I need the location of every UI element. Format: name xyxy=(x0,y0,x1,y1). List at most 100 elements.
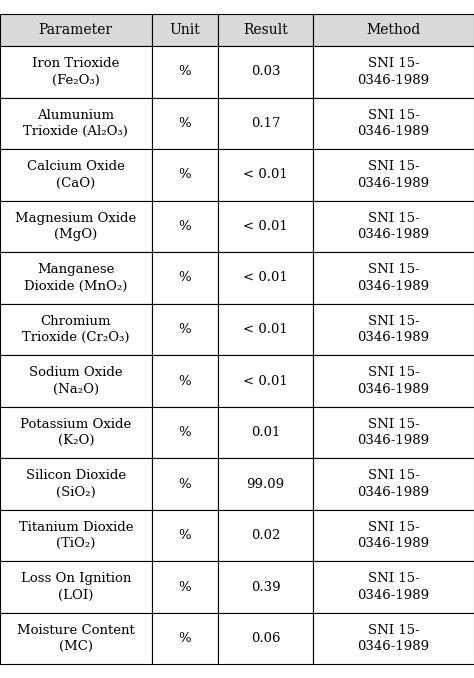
Bar xyxy=(218,252,313,304)
Text: 0.06: 0.06 xyxy=(251,632,280,645)
Bar xyxy=(0,98,152,149)
Text: Chromium
Trioxide (Cr₂O₃): Chromium Trioxide (Cr₂O₃) xyxy=(22,315,129,344)
Bar xyxy=(0,355,152,407)
Bar xyxy=(313,304,474,355)
Bar xyxy=(218,458,313,510)
Text: SNI 15-
0346-1989: SNI 15- 0346-1989 xyxy=(357,366,429,396)
Text: Loss On Ignition
(LOI): Loss On Ignition (LOI) xyxy=(21,572,131,602)
Bar xyxy=(0,613,152,664)
Text: %: % xyxy=(179,477,191,491)
Bar xyxy=(0,407,152,458)
Text: SNI 15-
0346-1989: SNI 15- 0346-1989 xyxy=(357,108,429,138)
Text: SNI 15-
0346-1989: SNI 15- 0346-1989 xyxy=(357,418,429,447)
Text: SNI 15-
0346-1989: SNI 15- 0346-1989 xyxy=(357,263,429,293)
Text: Titanium Dioxide
(TiO₂): Titanium Dioxide (TiO₂) xyxy=(18,521,133,551)
Bar xyxy=(313,149,474,201)
Bar xyxy=(152,458,218,510)
Bar xyxy=(313,458,474,510)
Text: < 0.01: < 0.01 xyxy=(243,323,288,336)
Bar xyxy=(152,407,218,458)
Text: SNI 15-
0346-1989: SNI 15- 0346-1989 xyxy=(357,469,429,499)
Text: SNI 15-
0346-1989: SNI 15- 0346-1989 xyxy=(357,572,429,602)
Text: %: % xyxy=(179,220,191,233)
Bar xyxy=(313,510,474,561)
Text: < 0.01: < 0.01 xyxy=(243,271,288,285)
Bar xyxy=(152,252,218,304)
Text: < 0.01: < 0.01 xyxy=(243,374,288,388)
Text: 0.03: 0.03 xyxy=(251,65,280,79)
Bar xyxy=(218,201,313,252)
Bar xyxy=(0,304,152,355)
Text: Moisture Content
(MC): Moisture Content (MC) xyxy=(17,624,135,654)
Bar xyxy=(313,407,474,458)
Bar xyxy=(313,613,474,664)
Bar xyxy=(0,458,152,510)
Bar xyxy=(218,46,313,98)
Bar xyxy=(218,149,313,201)
Text: SNI 15-
0346-1989: SNI 15- 0346-1989 xyxy=(357,160,429,190)
Bar xyxy=(152,561,218,613)
Bar xyxy=(152,613,218,664)
Text: %: % xyxy=(179,374,191,388)
Bar xyxy=(313,201,474,252)
Bar xyxy=(0,46,152,98)
Bar xyxy=(0,201,152,252)
Bar xyxy=(313,14,474,46)
Text: Iron Trioxide
(Fe₂O₃): Iron Trioxide (Fe₂O₃) xyxy=(32,57,119,87)
Text: Sodium Oxide
(Na₂O): Sodium Oxide (Na₂O) xyxy=(29,366,123,396)
Bar xyxy=(218,14,313,46)
Text: 0.39: 0.39 xyxy=(251,580,280,594)
Bar xyxy=(152,149,218,201)
Text: Method: Method xyxy=(366,23,420,37)
Text: %: % xyxy=(179,117,191,130)
Bar xyxy=(218,98,313,149)
Bar xyxy=(152,46,218,98)
Bar xyxy=(313,355,474,407)
Text: Result: Result xyxy=(243,23,288,37)
Bar xyxy=(152,355,218,407)
Bar xyxy=(0,14,152,46)
Bar xyxy=(152,14,218,46)
Text: 0.17: 0.17 xyxy=(251,117,280,130)
Text: SNI 15-
0346-1989: SNI 15- 0346-1989 xyxy=(357,212,429,241)
Text: SNI 15-
0346-1989: SNI 15- 0346-1989 xyxy=(357,624,429,654)
Bar xyxy=(218,304,313,355)
Text: %: % xyxy=(179,323,191,336)
Bar xyxy=(218,355,313,407)
Text: SNI 15-
0346-1989: SNI 15- 0346-1989 xyxy=(357,521,429,551)
Bar xyxy=(218,407,313,458)
Text: Parameter: Parameter xyxy=(39,23,113,37)
Text: %: % xyxy=(179,580,191,594)
Text: Silicon Dioxide
(SiO₂): Silicon Dioxide (SiO₂) xyxy=(26,469,126,499)
Bar xyxy=(152,510,218,561)
Bar xyxy=(218,510,313,561)
Bar xyxy=(152,98,218,149)
Text: Unit: Unit xyxy=(170,23,200,37)
Text: %: % xyxy=(179,271,191,285)
Bar xyxy=(0,510,152,561)
Text: Magnesium Oxide
(MgO): Magnesium Oxide (MgO) xyxy=(15,212,137,241)
Text: %: % xyxy=(179,168,191,182)
Bar xyxy=(0,252,152,304)
Text: %: % xyxy=(179,632,191,645)
Bar xyxy=(313,98,474,149)
Text: Alumunium
Trioxide (Al₂O₃): Alumunium Trioxide (Al₂O₃) xyxy=(23,108,128,138)
Bar xyxy=(152,304,218,355)
Text: 0.01: 0.01 xyxy=(251,426,280,439)
Text: SNI 15-
0346-1989: SNI 15- 0346-1989 xyxy=(357,315,429,344)
Text: Calcium Oxide
(CaO): Calcium Oxide (CaO) xyxy=(27,160,125,190)
Text: 0.02: 0.02 xyxy=(251,529,280,542)
Bar xyxy=(218,613,313,664)
Text: Potassium Oxide
(K₂O): Potassium Oxide (K₂O) xyxy=(20,418,131,447)
Text: %: % xyxy=(179,65,191,79)
Text: Manganese
Dioxide (MnO₂): Manganese Dioxide (MnO₂) xyxy=(24,263,128,293)
Text: %: % xyxy=(179,529,191,542)
Bar xyxy=(152,201,218,252)
Bar xyxy=(0,561,152,613)
Bar xyxy=(313,252,474,304)
Bar xyxy=(218,561,313,613)
Text: < 0.01: < 0.01 xyxy=(243,168,288,182)
Text: < 0.01: < 0.01 xyxy=(243,220,288,233)
Text: SNI 15-
0346-1989: SNI 15- 0346-1989 xyxy=(357,57,429,87)
Bar xyxy=(313,561,474,613)
